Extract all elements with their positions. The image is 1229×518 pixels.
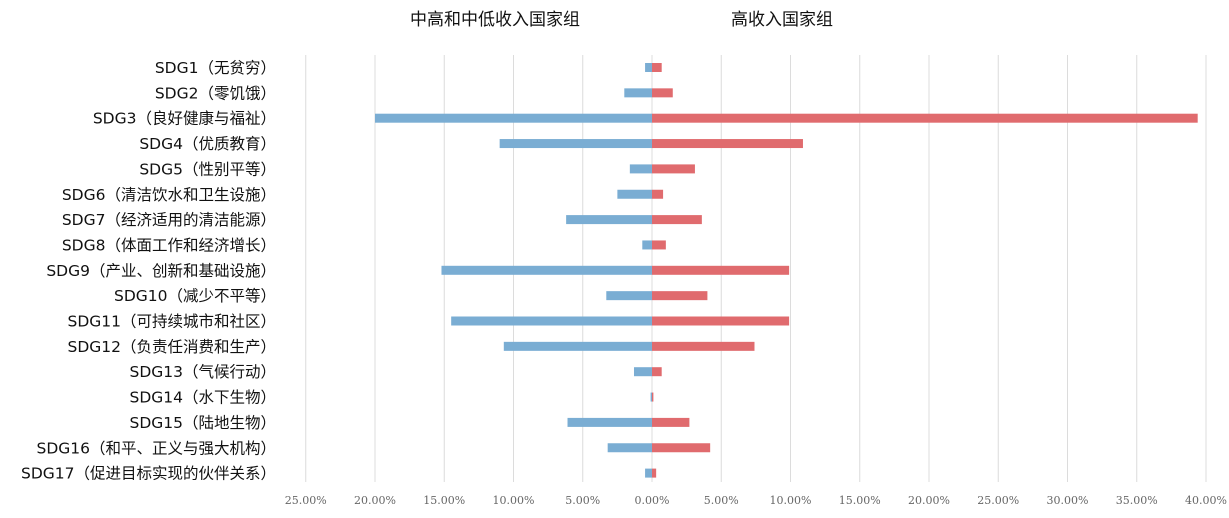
- x-tick-label: 20.00%: [354, 494, 396, 507]
- x-tick-label: 10.00%: [770, 494, 812, 507]
- category-label: SDG17（促进目标实现的伙伴关系）: [21, 465, 276, 483]
- bar-right: [652, 468, 657, 478]
- bar-left: [650, 392, 652, 402]
- bar-right: [652, 189, 664, 199]
- category-label: SDG16（和平、正义与强大机构）: [36, 439, 276, 457]
- bar-right: [652, 139, 803, 149]
- bar-right: [652, 291, 708, 301]
- series-header-right: 高收入国家组: [731, 10, 833, 30]
- bar-left: [503, 341, 652, 351]
- bars: [375, 63, 1198, 478]
- x-tick-label: 15.00%: [839, 494, 881, 507]
- bar-left: [566, 215, 652, 225]
- bar-left: [441, 265, 652, 275]
- bar-left: [451, 316, 652, 326]
- category-label: SDG4（优质教育）: [139, 135, 276, 153]
- bar-right: [652, 341, 755, 351]
- category-label: SDG1（无贫穷）: [155, 59, 276, 77]
- bar-left: [499, 139, 652, 149]
- bar-right: [652, 164, 695, 174]
- category-label: SDG11（可持续城市和社区）: [67, 313, 276, 331]
- bar-left: [607, 443, 652, 453]
- x-tick-label: 40.00%: [1185, 494, 1227, 507]
- bar-right: [652, 392, 654, 402]
- bar-left: [624, 88, 652, 98]
- category-label: SDG7（经济适用的清洁能源）: [62, 211, 276, 229]
- x-tick-label: 30.00%: [1047, 494, 1089, 507]
- bar-left: [645, 468, 652, 478]
- x-tick-label: 25.00%: [285, 494, 327, 507]
- bar-right: [652, 88, 673, 98]
- bar-left: [633, 367, 652, 377]
- x-tick-label: 5.00%: [704, 494, 739, 507]
- series-header-left: 中高和中低收入国家组: [410, 10, 580, 30]
- x-tick-label: 0.00%: [635, 494, 670, 507]
- x-tick-label: 20.00%: [908, 494, 950, 507]
- category-label: SDG14（水下生物）: [129, 389, 276, 407]
- bar-left: [642, 240, 652, 250]
- bar-left: [567, 417, 652, 427]
- bar-left: [606, 291, 652, 301]
- x-tick-label: 5.00%: [565, 494, 600, 507]
- category-label: SDG9（产业、创新和基础设施）: [46, 262, 276, 280]
- x-tick-label: 10.00%: [493, 494, 535, 507]
- category-label: SDG8（体面工作和经济增长）: [62, 236, 276, 254]
- x-tick-label: 35.00%: [1116, 494, 1158, 507]
- bar-right: [652, 443, 711, 453]
- series-headers: 中高和中低收入国家组 高收入国家组: [410, 10, 833, 30]
- category-label: SDG10（减少不平等）: [114, 287, 276, 305]
- category-label: SDG5（性别平等）: [139, 160, 276, 178]
- category-label: SDG3（良好健康与福祉）: [93, 110, 276, 128]
- category-label: SDG15（陆地生物）: [129, 414, 276, 432]
- bar-left: [617, 189, 652, 199]
- bar-right: [652, 240, 666, 250]
- bar-right: [652, 316, 790, 326]
- x-tick-label: 25.00%: [977, 494, 1019, 507]
- bar-right: [652, 265, 790, 275]
- bar-right: [652, 113, 1198, 123]
- bar-right: [652, 63, 662, 72]
- bar-right: [652, 417, 690, 427]
- bar-right: [652, 215, 702, 225]
- x-tick-label: 15.00%: [423, 494, 465, 507]
- category-labels: SDG1（无贫穷） SDG2（零饥饿） SDG3（良好健康与福祉） SDG4（优质教育…: [21, 59, 276, 483]
- bar-left: [375, 113, 652, 123]
- bar-right: [652, 367, 662, 377]
- bar-left: [629, 164, 652, 174]
- category-label: SDG6（清洁饮水和卫生设施）: [62, 186, 276, 204]
- category-label: SDG2（零饥饿）: [155, 84, 276, 102]
- bar-left: [645, 63, 652, 72]
- x-axis: 25.00% 20.00% 15.00% 10.00% 5.00% 0.00% 5.00% 1…: [285, 494, 1227, 507]
- category-label: SDG13（气候行动）: [129, 363, 276, 381]
- category-label: SDG12（负责任消费和生产）: [67, 338, 276, 356]
